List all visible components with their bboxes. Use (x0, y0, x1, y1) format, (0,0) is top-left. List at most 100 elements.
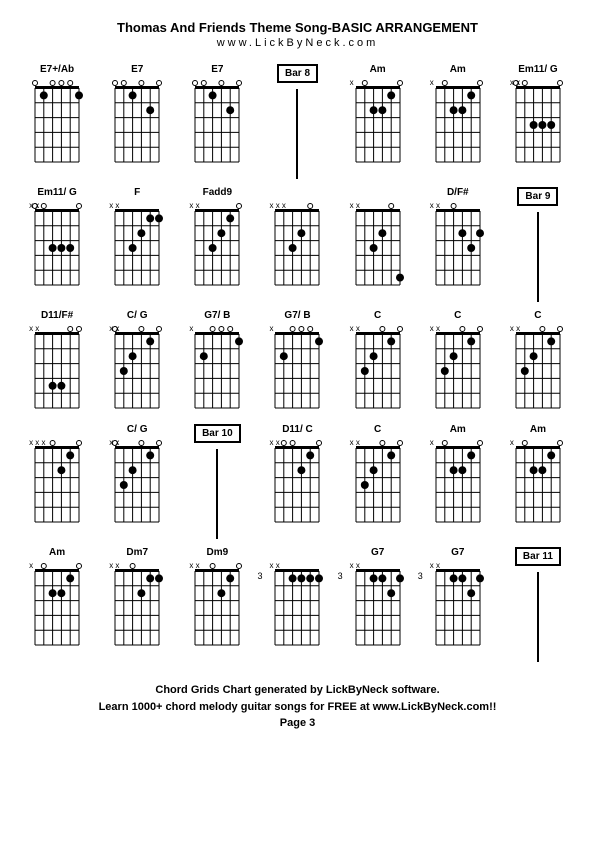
muted-indicators: x x (27, 201, 87, 210)
chord-diagram (187, 80, 247, 170)
muted-indicators: x x (107, 438, 167, 447)
chord-cell: Amx (341, 64, 415, 179)
chord-diagram: x x (508, 80, 568, 170)
chord-diagram: x x (348, 440, 408, 530)
chord-cell: C/ Gx x (100, 424, 174, 539)
chord-cell: Dm9 x x (180, 547, 254, 662)
chord-name: D11/ C (282, 424, 313, 438)
chord-diagram: x x (107, 563, 167, 653)
chord-diagram: x x (508, 326, 568, 416)
chord-diagram: x x x (27, 440, 87, 530)
chord-diagram: x (348, 80, 408, 170)
chord-cell: G7/ B x (260, 310, 334, 416)
muted-indicators: x (27, 561, 87, 570)
chord-name: C/ G (127, 424, 148, 438)
chord-name: Em11/ G (518, 64, 557, 78)
chord-diagram: x x (348, 203, 408, 293)
page-footer: Chord Grids Chart generated by LickByNec… (20, 682, 575, 732)
muted-indicators: x x x (27, 438, 87, 447)
fret-number: 3 (257, 571, 262, 581)
chord-name: C (454, 310, 461, 324)
chord-cell: Am x (421, 424, 495, 539)
chord-cell: Cx x (501, 310, 575, 416)
muted-indicators: x x (428, 561, 488, 570)
chord-diagram: x x (348, 326, 408, 416)
chord-cell: E7 (180, 64, 254, 179)
bar-label: Bar 9 (517, 187, 558, 206)
chord-cell: Amx (20, 547, 94, 662)
chord-cell: Fadd9x x (180, 187, 254, 302)
muted-indicators: x x (267, 438, 327, 447)
muted-indicators: x x (428, 324, 488, 333)
chord-name: F (134, 187, 140, 201)
chord-diagram: x (508, 440, 568, 530)
chord-cell: Fx x (100, 187, 174, 302)
page-title: Thomas And Friends Theme Song-BASIC ARRA… (20, 20, 575, 35)
muted-indicators: x (428, 78, 488, 87)
muted-indicators: x (508, 438, 568, 447)
chord-cell: D/F#x x (421, 187, 495, 302)
chord-name: D11/F# (41, 310, 73, 324)
chord-name: G7 (371, 547, 384, 561)
chord-name: D/F# (447, 187, 469, 201)
chord-name: Fadd9 (203, 187, 232, 201)
bar-line (216, 449, 218, 539)
bar-line (296, 89, 298, 179)
muted-indicators: x x (508, 324, 568, 333)
muted-indicators: x (187, 324, 247, 333)
chord-name: G7 (451, 547, 464, 561)
chord-name: Dm9 (207, 547, 229, 561)
chord-cell: x x (341, 187, 415, 302)
chord-diagram: x x (187, 563, 247, 653)
chord-diagram: x x (107, 440, 167, 530)
chord-name: Am (450, 424, 466, 438)
chord-diagram: x x x (267, 203, 327, 293)
bar-line (537, 572, 539, 662)
chord-diagram: x x (187, 203, 247, 293)
chord-cell: G7 x x3 (421, 547, 495, 662)
muted-indicators: x x (107, 201, 167, 210)
chord-cell: x x x (20, 424, 94, 539)
chord-diagram: x x (27, 326, 87, 416)
footer-line-2: Learn 1000+ chord melody guitar songs fo… (20, 699, 575, 716)
chord-diagram (27, 80, 87, 170)
chord-cell: Cx x (341, 310, 415, 416)
muted-indicators: x x (348, 324, 408, 333)
muted-indicators: x x (107, 324, 167, 333)
chord-diagram: x (267, 326, 327, 416)
chord-diagram: x x3 (267, 563, 327, 653)
chord-cell: Cx x (421, 310, 495, 416)
chord-diagram: x x (107, 326, 167, 416)
muted-indicators: x x (348, 561, 408, 570)
bar-label: Bar 10 (194, 424, 241, 443)
bar-marker-cell: Bar 11 (501, 547, 575, 662)
chord-diagram: x (428, 440, 488, 530)
muted-indicators: x x x (267, 201, 327, 210)
chord-diagram: x x (267, 440, 327, 530)
chord-cell: E7+/Ab (20, 64, 94, 179)
muted-indicators: x x (267, 561, 327, 570)
chord-diagram: x (187, 326, 247, 416)
chord-cell: C/ Gx x (100, 310, 174, 416)
chord-name: G7/ B (284, 310, 310, 324)
chord-name: Am (530, 424, 546, 438)
muted-indicators: x x (27, 324, 87, 333)
chord-cell: Amx (421, 64, 495, 179)
chord-cell: x x x (260, 187, 334, 302)
chord-cell: E7 (100, 64, 174, 179)
muted-indicators: x x (348, 438, 408, 447)
chord-diagram: x x3 (428, 563, 488, 653)
muted-indicators: x x (428, 201, 488, 210)
chord-diagram: x x3 (348, 563, 408, 653)
chord-cell: Dm7x x (100, 547, 174, 662)
chord-cell: G7 x x3 (341, 547, 415, 662)
muted-indicators: x x (187, 201, 247, 210)
footer-line-1: Chord Grids Chart generated by LickByNec… (20, 682, 575, 699)
bar-label: Bar 11 (515, 547, 561, 566)
chord-name: E7+/Ab (40, 64, 74, 78)
muted-indicators: x x (348, 201, 408, 210)
chord-name: C/ G (127, 310, 148, 324)
chord-cell: D11/F#x x (20, 310, 94, 416)
bar-marker-cell: Bar 9 (501, 187, 575, 302)
chord-diagram: x x (428, 203, 488, 293)
